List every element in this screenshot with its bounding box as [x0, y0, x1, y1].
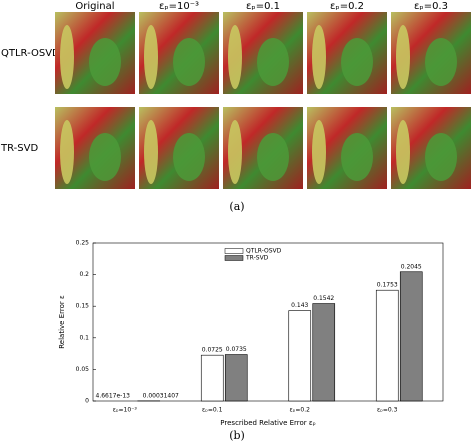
column-title: εₚ=10⁻³ [159, 1, 199, 12]
image-detail [396, 120, 410, 184]
bar [224, 354, 248, 402]
bar [375, 289, 399, 402]
x-tick-label: εₚ=0.3 [377, 407, 398, 414]
legend-swatch [224, 255, 244, 261]
bar [200, 354, 224, 402]
image-detail [173, 38, 205, 86]
x-tick-label: εₚ=0.1 [202, 407, 223, 414]
value-label: 0.1542 [313, 295, 334, 302]
y-tick-label: 0.2 [79, 271, 89, 278]
value-label: 0.00031407 [143, 392, 179, 399]
value-label: 0.1753 [377, 282, 398, 289]
x-axis-label: Prescribed Relative Error εₚ [220, 419, 315, 427]
image-detail [89, 133, 121, 181]
image-detail [144, 120, 158, 184]
y-tick-label: 0.1 [79, 334, 89, 341]
y-axis-label: Relative Error ε [58, 295, 66, 349]
x-tick-label: εₚ=10⁻³ [113, 407, 138, 414]
image-detail [312, 25, 326, 89]
row-label: QTLR-OSVD [1, 48, 60, 59]
legend-label: QTLR-OSVD [246, 248, 282, 255]
image-detail [228, 25, 242, 89]
value-label: 4.6617e-13 [96, 393, 131, 400]
x-tick-label: εₚ=0.2 [290, 407, 311, 414]
image-detail [228, 120, 242, 184]
bar [312, 303, 336, 402]
image-detail [173, 133, 205, 181]
column-title: εₚ=0.3 [414, 1, 448, 12]
image-detail [396, 25, 410, 89]
y-tick-label: 0 [85, 398, 89, 405]
image-detail [341, 133, 373, 181]
image-detail [312, 120, 326, 184]
value-label: 0.0735 [226, 346, 247, 353]
image-detail [425, 133, 457, 181]
row-label: TR-SVD [0, 143, 38, 154]
image-detail [257, 133, 289, 181]
column-title: εₚ=0.1 [246, 1, 280, 12]
bar [288, 310, 312, 402]
y-tick-label: 0.25 [76, 240, 90, 247]
image-detail [60, 120, 74, 184]
y-tick-label: 0.05 [76, 366, 90, 373]
column-title: Original [75, 1, 114, 12]
image-detail [60, 25, 74, 89]
legend-label: TR-SVD [245, 255, 269, 262]
image-detail [89, 38, 121, 86]
image-detail [425, 38, 457, 86]
image-detail [144, 25, 158, 89]
bar [399, 271, 423, 402]
image-detail [341, 38, 373, 86]
legend-swatch [224, 248, 244, 254]
caption: (a) [229, 200, 244, 213]
column-title: εₚ=0.2 [330, 1, 364, 12]
y-tick-label: 0.15 [76, 303, 90, 310]
value-label: 0.2045 [401, 263, 422, 270]
value-label: 0.143 [291, 302, 308, 309]
caption: (b) [229, 429, 245, 442]
value-label: 0.0725 [202, 347, 223, 354]
plot-area [92, 242, 444, 402]
image-detail [257, 38, 289, 86]
